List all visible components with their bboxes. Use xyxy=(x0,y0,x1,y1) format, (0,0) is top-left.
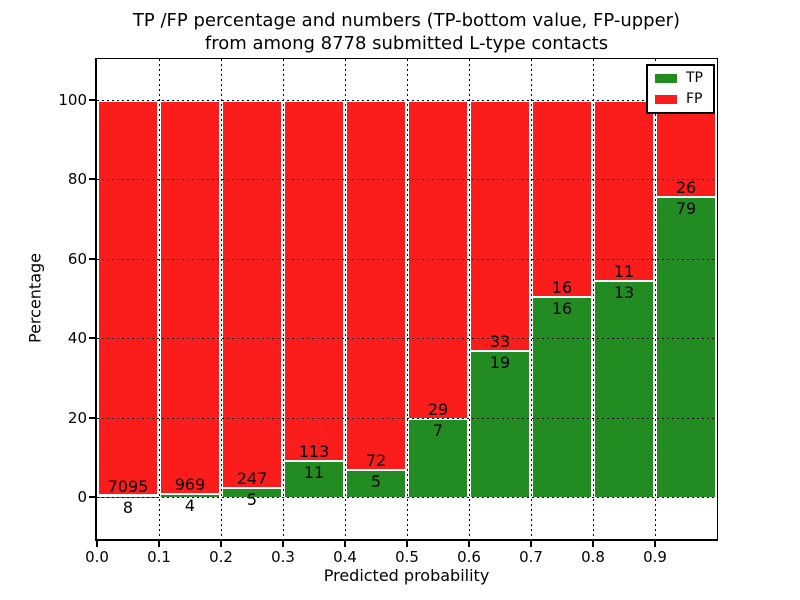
fp-segment xyxy=(533,101,591,297)
y-tick-label: 80 xyxy=(67,170,87,189)
y-tick xyxy=(89,495,95,498)
x-tick xyxy=(96,541,98,547)
x-tick xyxy=(220,541,222,547)
tp-count-label: 16 xyxy=(551,299,573,319)
v-gridline xyxy=(345,59,346,539)
y-tick-label: 100 xyxy=(58,90,87,109)
tp-count-label: 11 xyxy=(303,462,325,482)
fp-count-label: 113 xyxy=(298,441,330,461)
fp-segment xyxy=(223,101,281,487)
x-tick-label: 0.8 xyxy=(581,548,605,566)
tp-segment xyxy=(471,351,529,497)
legend-label-fp: FP xyxy=(686,91,703,107)
chart-title: TP /FP percentage and numbers (TP-bottom… xyxy=(95,9,718,55)
fp-segment xyxy=(285,101,343,460)
tp-count-label: 13 xyxy=(613,282,635,302)
y-tick xyxy=(89,337,95,340)
tp-segment xyxy=(347,471,405,497)
chart-title-line2: from among 8778 submitted L-type contact… xyxy=(204,33,609,54)
y-axis-label: Percentage xyxy=(25,253,45,344)
x-axis-label: Predicted probability xyxy=(323,566,490,585)
fp-count-label: 33 xyxy=(489,331,511,351)
x-tick xyxy=(654,541,656,547)
legend-label-tp: TP xyxy=(686,70,703,86)
x-tick xyxy=(468,541,470,547)
fp-swatch-icon xyxy=(655,95,677,104)
chart-title-line1: TP /FP percentage and numbers (TP-bottom… xyxy=(132,10,681,31)
fp-segment xyxy=(99,101,157,495)
fp-segment xyxy=(471,101,529,350)
tp-count-label: 5 xyxy=(246,490,258,509)
tp-count-label: 7 xyxy=(432,420,444,440)
fp-segment xyxy=(409,101,467,418)
y-tick-label: 0 xyxy=(77,487,87,506)
fp-segment xyxy=(161,101,219,494)
x-tick-label: 0.9 xyxy=(643,548,667,566)
v-gridline xyxy=(221,59,222,539)
legend-row-fp: FP xyxy=(655,92,706,107)
y-tick xyxy=(89,257,95,260)
plot-area: TP FP 7095 8 969 4 247 5 113 11 72 5 29 7 33 19 16 16 11 1… xyxy=(95,58,718,541)
y-tick xyxy=(89,416,95,419)
y-tick-label: 20 xyxy=(67,408,87,427)
legend: TP FP xyxy=(646,64,715,114)
tp-segment xyxy=(533,298,591,497)
y-tick xyxy=(89,98,95,101)
x-tick xyxy=(592,541,594,547)
tp-count-label: 4 xyxy=(184,496,196,516)
fp-count-label: 7095 xyxy=(107,476,149,496)
tp-count-label: 19 xyxy=(489,352,511,372)
fp-count-label: 16 xyxy=(551,278,573,298)
tp-count-label: 79 xyxy=(675,199,697,219)
tp-count-label: 5 xyxy=(370,472,382,492)
fp-count-label: 969 xyxy=(174,475,206,495)
fp-count-label: 72 xyxy=(365,451,387,471)
y-tick xyxy=(89,178,95,181)
y-tick-label: 60 xyxy=(67,249,87,268)
fp-count-label: 11 xyxy=(613,261,635,281)
x-tick-label: 0.7 xyxy=(519,548,543,566)
tp-count-label: 8 xyxy=(122,497,134,517)
tp-segment xyxy=(409,419,467,497)
x-tick xyxy=(344,541,346,547)
fp-segment xyxy=(347,101,405,470)
x-tick-label: 0.1 xyxy=(147,548,171,566)
v-gridline xyxy=(531,59,532,539)
x-tick xyxy=(530,541,532,547)
v-gridline xyxy=(593,59,594,539)
x-tick-label: 0.3 xyxy=(271,548,295,566)
x-tick-label: 0.5 xyxy=(395,548,419,566)
v-gridline xyxy=(407,59,408,539)
x-tick-label: 0.4 xyxy=(333,548,357,566)
legend-row-tp: TP xyxy=(655,71,706,86)
fp-count-label: 29 xyxy=(427,399,449,419)
v-gridline xyxy=(283,59,284,539)
y-tick-label: 40 xyxy=(67,329,87,348)
tp-segment xyxy=(657,198,715,497)
tp-segment xyxy=(285,461,343,497)
x-tick xyxy=(158,541,160,547)
fp-count-label: 247 xyxy=(236,469,268,488)
tp-swatch-icon xyxy=(655,74,677,83)
fp-segment xyxy=(657,101,715,197)
v-gridline xyxy=(159,59,160,539)
tp-segment xyxy=(161,495,219,497)
fp-count-label: 26 xyxy=(675,178,697,198)
x-tick-label: 0.0 xyxy=(85,548,109,566)
tp-segment xyxy=(595,281,653,497)
x-tick-label: 0.2 xyxy=(209,548,233,566)
x-tick xyxy=(282,541,284,547)
v-gridline xyxy=(655,59,656,539)
tp-segment xyxy=(223,489,281,497)
fp-segment xyxy=(595,101,653,280)
x-tick-label: 0.6 xyxy=(457,548,481,566)
v-gridline xyxy=(469,59,470,539)
x-tick xyxy=(406,541,408,547)
